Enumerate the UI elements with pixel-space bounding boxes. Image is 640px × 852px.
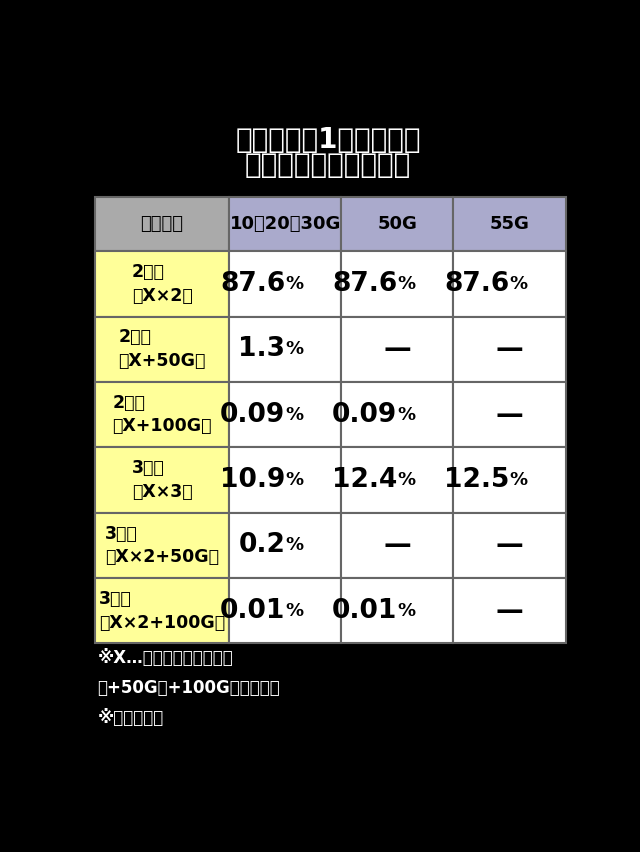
Text: %: % (397, 406, 415, 423)
Text: 50G: 50G (378, 216, 417, 233)
Text: 0.01: 0.01 (332, 598, 397, 624)
Bar (454, 317, 566, 382)
Text: 3分裂
（X×2+100G）: 3分裂 （X×2+100G） (99, 590, 225, 631)
Text: パターン: パターン (141, 216, 184, 233)
Text: 1.3: 1.3 (238, 337, 285, 362)
Text: %: % (397, 275, 415, 293)
Text: 12.5: 12.5 (444, 467, 510, 493)
Bar (454, 579, 566, 643)
Text: —: — (383, 532, 412, 560)
Text: 2分裂
（X×2）: 2分裂 （X×2） (132, 263, 193, 305)
Text: 12.4: 12.4 (332, 467, 397, 493)
Text: 55G: 55G (490, 216, 530, 233)
Text: 増殖上乗せ1回当選時・: 増殖上乗せ1回当選時・ (236, 125, 420, 153)
Bar (454, 198, 566, 251)
Bar (341, 447, 454, 513)
Text: %: % (285, 275, 303, 293)
Bar (341, 251, 454, 317)
Bar (229, 447, 341, 513)
Text: %: % (397, 471, 415, 489)
Text: —: — (496, 335, 524, 363)
Text: 3分裂
（X×3）: 3分裂 （X×3） (132, 459, 193, 501)
Text: ※X…初期上乗せゲーム数: ※X…初期上乗せゲーム数 (97, 648, 233, 667)
Bar (229, 251, 341, 317)
Bar (95, 447, 229, 513)
Text: %: % (285, 471, 303, 489)
Text: 10.9: 10.9 (220, 467, 285, 493)
Text: —: — (496, 400, 524, 429)
Bar (229, 579, 341, 643)
Bar (454, 251, 566, 317)
Bar (95, 579, 229, 643)
Bar (454, 382, 566, 447)
Bar (95, 382, 229, 447)
Text: 0.2: 0.2 (238, 532, 285, 558)
Bar (341, 198, 454, 251)
Bar (229, 513, 341, 579)
Text: 2分裂
（X+50G）: 2分裂 （X+50G） (118, 328, 205, 370)
Text: 3分裂
（X×2+50G）: 3分裂 （X×2+50G） (105, 525, 219, 567)
Bar (229, 198, 341, 251)
Bar (95, 513, 229, 579)
Bar (341, 579, 454, 643)
Text: +50G・+100Gは変異増殖: +50G・+100Gは変異増殖 (97, 679, 280, 697)
Bar (95, 317, 229, 382)
Text: %: % (510, 275, 528, 293)
Bar (454, 513, 566, 579)
Text: %: % (285, 406, 303, 423)
Bar (95, 251, 229, 317)
Text: 増殖パターン振り分け: 増殖パターン振り分け (245, 151, 411, 179)
Bar (229, 382, 341, 447)
Bar (95, 198, 229, 251)
Text: —: — (383, 335, 412, 363)
Bar (341, 382, 454, 447)
Text: %: % (510, 471, 528, 489)
Text: 2分裂
（X+100G）: 2分裂 （X+100G） (112, 394, 212, 435)
Text: %: % (285, 602, 303, 619)
Text: %: % (397, 602, 415, 619)
Bar (341, 513, 454, 579)
Text: %: % (285, 340, 303, 358)
Text: 87.6: 87.6 (332, 271, 397, 296)
Bar (454, 447, 566, 513)
Bar (229, 317, 341, 382)
Text: 0.09: 0.09 (220, 401, 285, 428)
Text: 10・20・30G: 10・20・30G (230, 216, 341, 233)
Text: —: — (496, 532, 524, 560)
Text: %: % (285, 537, 303, 555)
Text: 87.6: 87.6 (445, 271, 510, 296)
Text: 87.6: 87.6 (220, 271, 285, 296)
Text: 0.09: 0.09 (332, 401, 397, 428)
Text: 0.01: 0.01 (220, 598, 285, 624)
Text: —: — (496, 596, 524, 625)
Text: ※全設定共通: ※全設定共通 (97, 709, 164, 727)
Bar (341, 317, 454, 382)
